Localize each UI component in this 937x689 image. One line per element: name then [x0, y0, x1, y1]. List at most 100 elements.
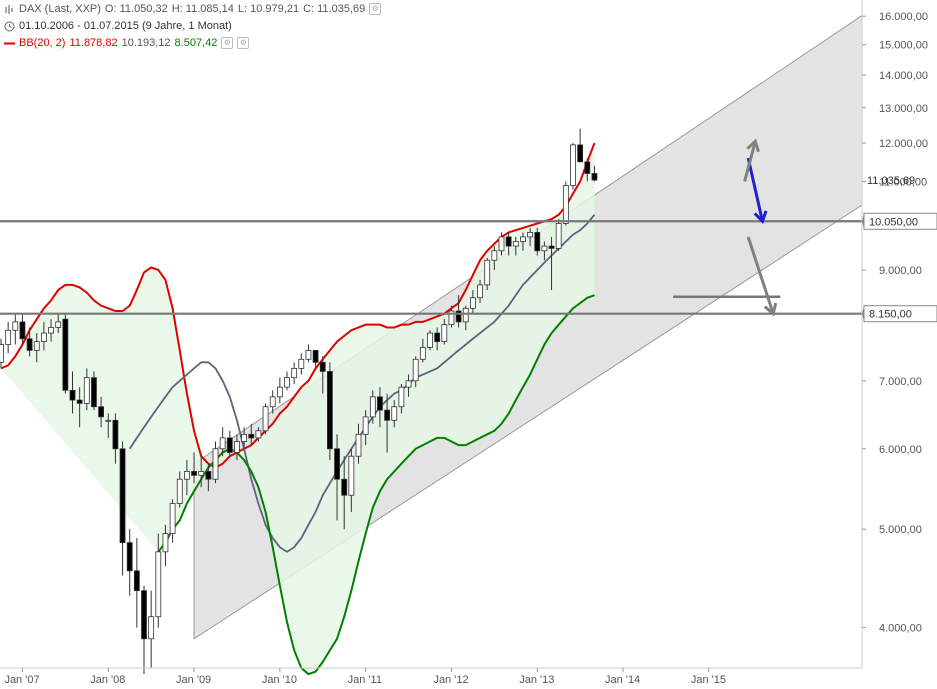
legend-line-bollinger: BB(20, 2) 11.878,82 10.193,12 8.507,42 ⚙…	[4, 37, 250, 49]
candle-body	[133, 570, 140, 592]
candle-body	[534, 231, 541, 252]
candle-body	[262, 406, 269, 432]
candle-body	[520, 236, 526, 242]
candle-body	[183, 471, 190, 480]
candle-body	[126, 542, 133, 572]
y-tick-label: 13.000,00	[879, 103, 928, 115]
date-range-label: 01.10.2006 - 01.07.2015 (9 Jahre, 1 Mona…	[19, 20, 232, 32]
candle-body	[269, 396, 276, 408]
x-tick-label: Jan '13	[519, 674, 554, 686]
candle-body	[169, 503, 176, 535]
legend-line-range: 01.10.2006 - 01.07.2015 (9 Jahre, 1 Mona…	[4, 20, 232, 32]
high-value: H: 11.085,14	[171, 3, 234, 15]
candle-body	[148, 616, 155, 640]
candle-body	[555, 223, 562, 249]
candle-body	[319, 361, 326, 372]
candle-body	[455, 310, 462, 323]
price-level-label: 8.150,00	[869, 309, 912, 321]
bb-lower-value: 8.507,42	[174, 37, 218, 49]
x-tick-label: Jan '10	[262, 674, 297, 686]
y-tick-label: 12.000,00	[879, 138, 928, 150]
candle-body	[527, 231, 533, 238]
candle-body	[484, 259, 491, 286]
y-tick-label: 11.000,00	[879, 176, 927, 188]
candle-body	[212, 448, 219, 480]
candle-body	[234, 441, 240, 453]
candle-body	[412, 358, 419, 382]
y-tick-label: 4.000,00	[879, 623, 922, 635]
candle-body	[191, 471, 197, 476]
candle-body	[155, 551, 162, 618]
bb-indicator-label: BB(20, 2)	[19, 37, 66, 49]
y-tick-label: 7.000,00	[879, 376, 922, 388]
y-axis-area	[862, 0, 937, 689]
candle-body	[498, 236, 505, 252]
arrow-head	[746, 138, 760, 153]
bb-upper-line	[0, 142, 596, 469]
candle-body	[448, 310, 455, 326]
candle-body	[298, 358, 305, 369]
arrow-head	[753, 210, 768, 225]
symbol-label: DAX (Last, XXP)	[19, 3, 101, 15]
candle-body	[226, 437, 233, 453]
candle-body	[83, 377, 90, 404]
bb-upper-value: 11.878,82	[69, 37, 118, 49]
candle-body	[326, 371, 333, 450]
arrow-shaft	[746, 236, 775, 315]
candle-body	[391, 406, 398, 421]
candle-body	[591, 173, 598, 181]
candle-body	[491, 250, 498, 261]
candle-body	[19, 321, 26, 340]
candle-body	[241, 433, 248, 442]
candle-body	[26, 338, 33, 351]
candle-body	[312, 349, 319, 363]
candle-body	[398, 386, 405, 408]
candle-body	[584, 161, 591, 174]
chart-type-icon[interactable]	[4, 4, 15, 15]
close-value: C: 11.035,69	[303, 3, 366, 15]
candle-body	[48, 327, 54, 334]
x-tick-label: Jan '14	[605, 674, 640, 686]
candle-body	[377, 396, 383, 411]
x-tick-label: Jan '15	[691, 674, 726, 686]
candle-body	[76, 399, 83, 404]
candle-body	[105, 419, 112, 422]
bb-middle-line	[128, 214, 596, 553]
candle-body	[112, 419, 119, 450]
candle-body	[505, 236, 512, 247]
arrow-head	[763, 302, 778, 317]
y-tick-label: 15.000,00	[879, 40, 928, 52]
candle-body	[562, 185, 569, 224]
candle-body	[55, 321, 62, 328]
indicator-remove-icon[interactable]: ⚙	[237, 37, 250, 49]
candle-body	[69, 389, 76, 401]
settings-gear-icon[interactable]: ⚙	[369, 3, 382, 15]
open-value: O: 11.050,32	[104, 3, 168, 15]
price-label-pointer	[862, 213, 864, 230]
candle-body	[577, 144, 584, 163]
price-level-label: 10.050,00	[869, 216, 918, 228]
candle-body	[477, 284, 483, 299]
candle-body	[427, 332, 433, 348]
y-tick-label: 5.000,00	[879, 524, 922, 536]
y-tick-label: 14.000,00	[879, 70, 928, 82]
y-tick-label: 16.000,00	[879, 11, 928, 23]
candle-body	[348, 455, 355, 496]
candle-body	[541, 245, 548, 252]
candle-body	[219, 437, 226, 450]
legend-line-quote: DAX (Last, XXP) O: 11.050,32 H: 11.085,1…	[4, 3, 382, 15]
candle-body	[369, 396, 376, 418]
x-tick-label: Jan '11	[348, 674, 382, 686]
candle-body	[255, 430, 262, 439]
bollinger-line-icon	[4, 38, 15, 49]
current-price-label: 11.035,69	[867, 175, 915, 187]
candle-body	[162, 533, 169, 553]
candle-body	[469, 297, 476, 309]
candle-body	[119, 448, 126, 544]
candle-body	[176, 478, 183, 504]
x-tick-label: Jan '07	[4, 674, 39, 686]
indicator-settings-gear-icon[interactable]: ⚙	[221, 37, 234, 49]
candle-body	[570, 144, 576, 186]
clock-icon	[4, 21, 15, 32]
